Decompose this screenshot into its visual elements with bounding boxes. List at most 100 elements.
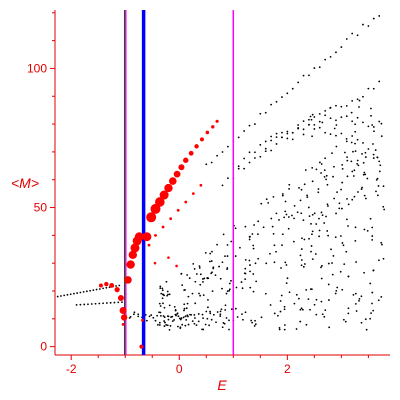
black-point [249, 270, 251, 273]
black-point [327, 205, 329, 207]
black-point [372, 153, 375, 156]
black-point [310, 118, 313, 121]
black-point [313, 303, 316, 306]
black-point [166, 324, 169, 327]
black-point [293, 217, 295, 220]
black-point [355, 310, 358, 312]
red-point [188, 150, 194, 156]
black-point [313, 123, 316, 126]
black-point [157, 323, 159, 326]
black-point [291, 87, 294, 90]
black-point [295, 328, 298, 330]
black-point [230, 308, 233, 311]
black-point [216, 154, 218, 157]
black-point [380, 135, 383, 138]
black-point [210, 318, 213, 321]
red-point [191, 192, 195, 196]
black-point [324, 309, 327, 312]
black-point [252, 244, 255, 247]
black-point [314, 253, 317, 255]
black-point [265, 262, 268, 265]
black-point [286, 132, 289, 135]
black-point [228, 319, 230, 322]
black-point [203, 277, 206, 280]
black-point [300, 259, 303, 261]
black-point [383, 208, 386, 211]
black-point [308, 123, 310, 126]
black-point [66, 293, 69, 296]
black-point [306, 194, 309, 197]
black-point [199, 294, 202, 297]
black-point [285, 282, 288, 285]
black-point [340, 46, 343, 48]
black-point [299, 199, 302, 202]
black-point [378, 160, 381, 163]
black-point [278, 219, 280, 221]
black-point [303, 263, 306, 265]
black-point [278, 328, 281, 331]
black-point [341, 288, 344, 291]
black-point [281, 193, 284, 195]
black-point [291, 131, 294, 134]
black-point [277, 314, 279, 317]
black-point [154, 319, 157, 322]
black-point [310, 288, 313, 291]
black-point [285, 264, 288, 266]
black-points-group [56, 15, 386, 331]
black-point [326, 203, 329, 206]
black-point [320, 163, 323, 165]
black-point [75, 304, 78, 306]
black-point [302, 133, 305, 136]
black-point [302, 219, 305, 222]
black-point [380, 241, 383, 244]
black-point [318, 66, 321, 69]
black-point [287, 216, 290, 218]
black-point [156, 314, 159, 317]
black-point [230, 240, 233, 243]
black-point [318, 235, 321, 238]
black-point [372, 309, 375, 312]
black-point [317, 188, 320, 190]
black-point [208, 324, 211, 327]
black-point [342, 318, 345, 321]
black-point [297, 81, 300, 84]
black-point [158, 302, 161, 305]
red-point [211, 125, 215, 129]
black-point [259, 112, 262, 115]
red-point [159, 190, 169, 200]
black-point [209, 310, 211, 313]
black-point [230, 279, 232, 282]
black-point [214, 274, 217, 277]
black-point [377, 299, 380, 302]
black-point [305, 288, 308, 291]
black-point [295, 293, 298, 296]
black-point [354, 123, 357, 126]
black-point [345, 138, 348, 140]
black-point [311, 213, 314, 216]
black-point [352, 150, 354, 153]
black-point [351, 135, 354, 137]
black-point [145, 319, 148, 322]
black-point [328, 326, 331, 329]
black-point [182, 316, 185, 319]
black-point [168, 293, 171, 296]
black-point [356, 138, 359, 141]
black-point [324, 157, 327, 160]
black-point [333, 165, 335, 168]
black-point [254, 123, 256, 125]
black-point [251, 233, 254, 235]
black-point [195, 273, 198, 275]
black-point [347, 225, 349, 227]
y-tick-label: 0 [40, 340, 47, 354]
black-point [315, 168, 318, 171]
black-point [382, 185, 385, 188]
black-point [169, 325, 172, 327]
black-point [361, 186, 363, 189]
black-point [56, 295, 59, 298]
black-point [351, 99, 354, 102]
black-point [73, 292, 75, 295]
black-point [325, 215, 327, 218]
black-point [346, 198, 348, 200]
black-point [98, 302, 101, 305]
black-point [335, 51, 337, 54]
